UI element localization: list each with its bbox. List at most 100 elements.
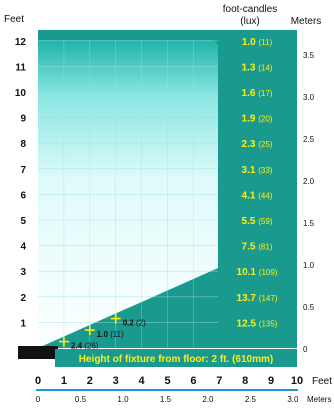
illuminance-value: 12.5 (135) (237, 318, 278, 329)
bottom-tick-label: 2 (87, 375, 93, 387)
bottom-metric-tick-label: 3.0 (287, 395, 299, 404)
right-axis-ticks: 0 0.5 1.0 1.5 2.0 2.5 3.0 3.5 (303, 51, 315, 354)
fc-value: 1.9 (242, 114, 259, 125)
right-values-title: foot-candles (223, 4, 277, 15)
fc-value: 12.5 (237, 318, 259, 329)
bottom-tick-label: 8 (242, 375, 248, 387)
lux-value: (17) (258, 89, 273, 98)
illuminance-values: 1.0 (11) 1.3 (14) 1.6 (17) 1.9 (20) 2.3 (25)… (237, 37, 278, 330)
lux-value: (109) (259, 268, 278, 277)
fc-value: 1.0 (242, 37, 259, 48)
fc-value: 3.1 (242, 165, 259, 176)
right-tick-label: 3.0 (303, 93, 315, 102)
fc-value: 5.5 (242, 216, 259, 227)
bottom-tick-label: 0 (35, 375, 41, 387)
floor-fc: 1.0 (97, 330, 110, 339)
caption-bar (55, 349, 297, 367)
bottom-metric-tick-label: 2.0 (202, 395, 214, 404)
lux-value: (11) (259, 38, 273, 47)
bottom-axis-ticks: 0 1 2 3 4 5 6 7 8 9 10 (35, 375, 303, 387)
fc-value: 1.6 (242, 88, 259, 99)
bottom-tick-label: 3 (113, 375, 119, 387)
illuminance-value: 5.5 (59) (242, 216, 273, 227)
bottom-tick-label: 5 (164, 375, 170, 387)
right-axis-title: Meters (291, 16, 322, 27)
illuminance-value: 2.3 (25) (242, 139, 273, 150)
bottom-tick-label: 10 (291, 375, 303, 387)
right-tick-label: 0.5 (303, 303, 315, 312)
lux-value: (59) (258, 217, 273, 226)
floor-lux: (26) (84, 342, 99, 351)
right-tick-label: 2.0 (303, 177, 315, 186)
lux-value: (20) (258, 115, 273, 124)
fc-value: 13.7 (237, 293, 259, 304)
bottom-metric-tick-label: 1.5 (160, 395, 172, 404)
left-tick-label: 12 (15, 37, 27, 48)
fixture-icon (18, 346, 58, 359)
illuminance-value: 1.6 (17) (242, 88, 273, 99)
floor-fc: 2.4 (71, 342, 84, 351)
lux-value: (147) (259, 294, 278, 303)
right-tick-label: 3.5 (303, 51, 315, 60)
illuminance-value: 1.3 (14) (242, 62, 273, 73)
right-tick-label: 1.5 (303, 219, 315, 228)
bottom-metric-tick-label: 0 (36, 395, 41, 404)
bottom-tick-label: 7 (216, 375, 222, 387)
floor-point-label: 2.4 (26) (71, 342, 99, 351)
illuminance-value: 4.1 (44) (242, 190, 273, 201)
bottom-axis-title: Feet (312, 376, 332, 387)
floor-point-label: 0.2 (2) (123, 319, 146, 328)
left-tick-label: 8 (20, 139, 26, 150)
bottom-tick-label: 4 (139, 375, 146, 387)
left-tick-label: 9 (20, 114, 26, 125)
bottom-tick-label: 6 (190, 375, 196, 387)
left-tick-label: 1 (20, 318, 26, 329)
floor-fc: 0.2 (123, 319, 136, 328)
bottom-metric-tick-label: 2.5 (245, 395, 257, 404)
lux-value: (33) (258, 166, 273, 175)
bottom-metric-title: Meters (307, 395, 331, 404)
floor-lux: (2) (136, 319, 146, 328)
fc-value: 2.3 (242, 139, 259, 150)
grid-lines (38, 40, 218, 348)
fc-value: 7.5 (242, 242, 259, 253)
left-axis-title: Feet (4, 14, 24, 25)
floor-points: 2.4 (26) 1.0 (11) 0.2 (2) (58, 313, 146, 351)
lux-value: (25) (258, 140, 273, 149)
left-tick-label: 5 (20, 216, 26, 227)
bottom-tick-label: 9 (268, 375, 274, 387)
fc-value: 1.3 (242, 62, 259, 73)
illuminance-value: 1.0 (11) (242, 37, 273, 48)
caption: Height of fixture from floor: 2 ft. (610… (79, 354, 273, 365)
illuminance-value: 10.1 (109) (237, 267, 278, 278)
floor-point-label: 1.0 (11) (97, 330, 124, 339)
right-tick-label: 2.5 (303, 135, 315, 144)
left-tick-label: 10 (15, 88, 27, 99)
left-tick-label: 7 (20, 165, 26, 176)
lux-value: (14) (258, 63, 273, 72)
left-tick-label: 6 (20, 190, 26, 201)
left-tick-label: 4 (20, 242, 26, 253)
illuminance-value: 1.9 (20) (242, 114, 273, 125)
fc-value: 10.1 (237, 267, 259, 278)
floor-lux: (11) (110, 330, 124, 339)
right-values-subtitle: (lux) (240, 16, 259, 27)
lux-value: (44) (258, 191, 273, 200)
right-tick-label: 1.0 (303, 261, 315, 270)
left-tick-label: 3 (20, 267, 26, 278)
bottom-metric-tick-label: 0.5 (75, 395, 87, 404)
right-tick-label: 0 (303, 345, 308, 354)
illuminance-value: 7.5 (81) (242, 242, 273, 253)
lux-value: (81) (258, 243, 273, 252)
bottom-metric-tick-label: 1.0 (117, 395, 129, 404)
bottom-metric-ticks: 0 0.5 1.0 1.5 2.0 2.5 3.0 (36, 395, 299, 404)
left-tick-label: 11 (15, 62, 26, 73)
bottom-tick-label: 1 (61, 375, 67, 387)
illuminance-value: 3.1 (33) (242, 165, 273, 176)
fc-value: 4.1 (242, 190, 259, 201)
lux-value: (135) (259, 319, 278, 328)
illuminance-value: 13.7 (147) (237, 293, 278, 304)
left-tick-label: 2 (20, 293, 26, 304)
